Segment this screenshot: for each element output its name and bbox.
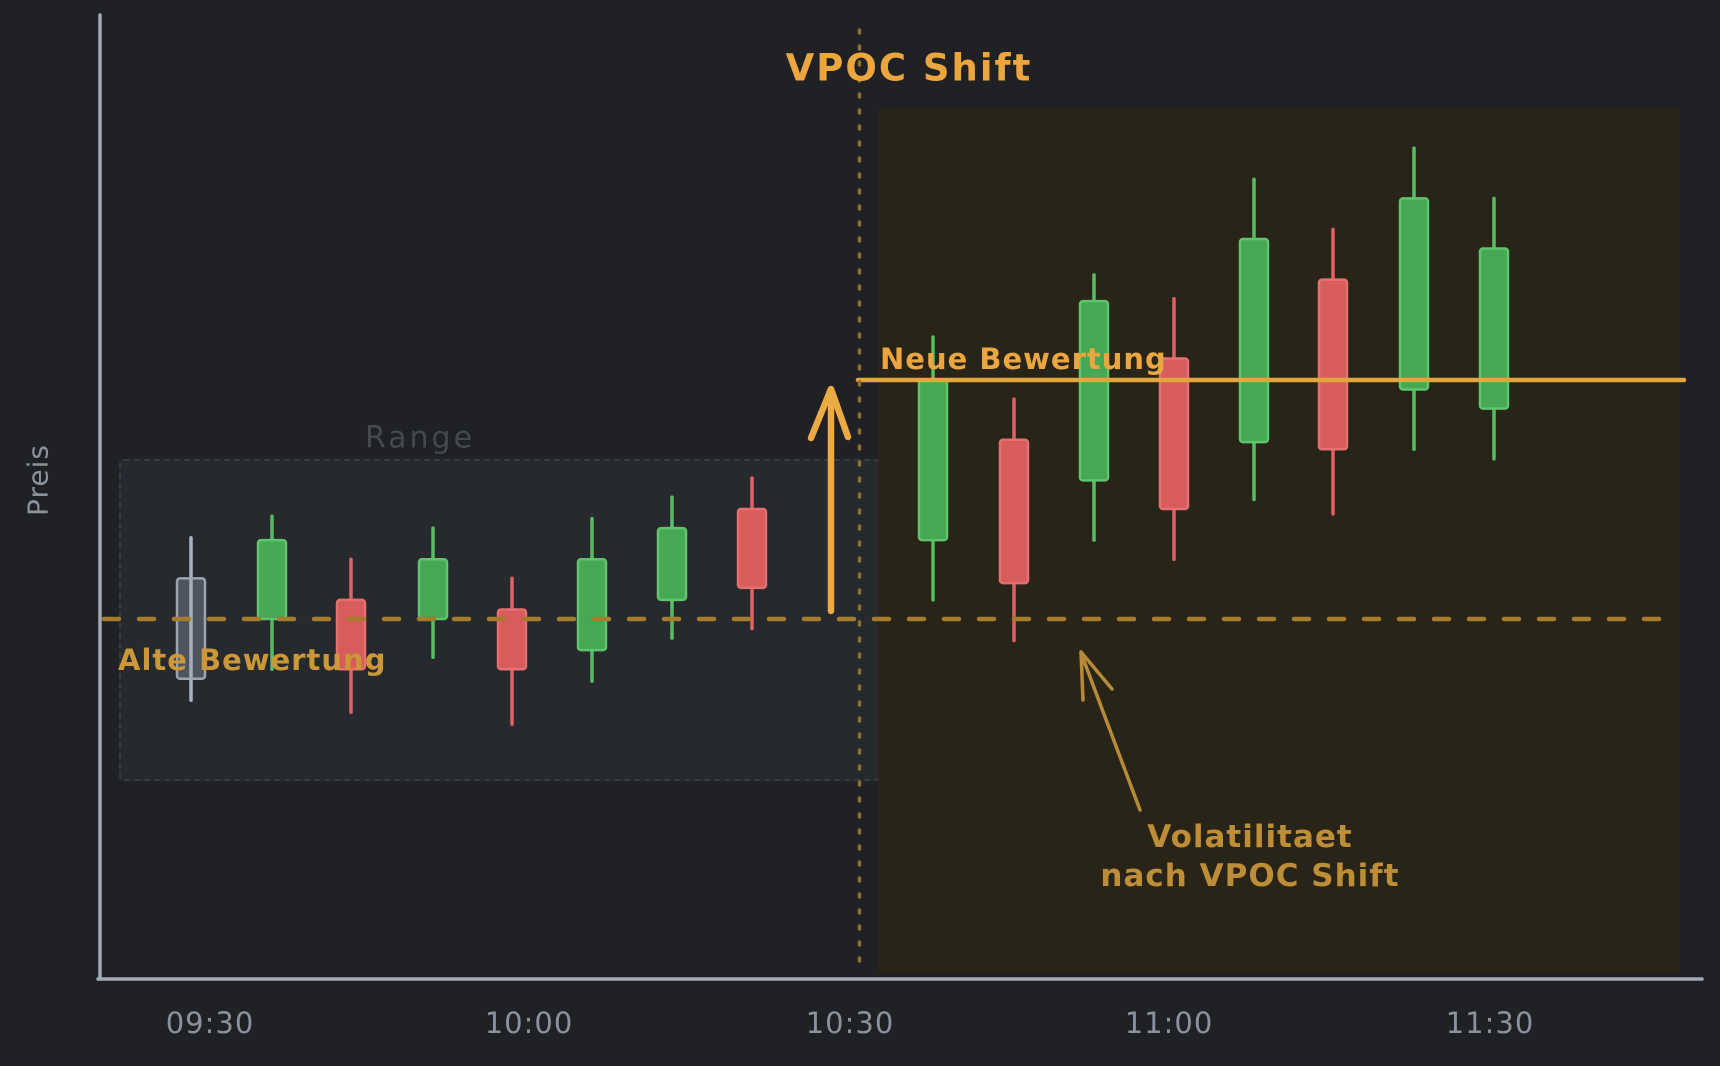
- volatility-annotation-line1: Volatilitaet: [1147, 819, 1353, 855]
- candle-body: [1078, 299, 1110, 482]
- volatility-annotation-line2: nach VPOC Shift: [1100, 858, 1400, 894]
- candle-body: [1158, 357, 1190, 511]
- chart-title: VPOC Shift: [785, 46, 1033, 90]
- candle-body: [256, 538, 288, 621]
- candle-body: [736, 507, 768, 590]
- volatility-annotation-label: Volatilitaet nach VPOC Shift: [1100, 818, 1399, 896]
- candle-body: [1317, 278, 1349, 451]
- candle-body: [417, 558, 449, 621]
- candlestick-series: [175, 146, 1510, 726]
- candle-body: [496, 608, 528, 671]
- candle-body: [1478, 247, 1510, 410]
- range-zone-label: Range: [364, 420, 476, 456]
- x-tick-1000: 10:00: [484, 1006, 574, 1040]
- x-tick-0930: 09:30: [165, 1006, 255, 1040]
- new-valuation-label: Neue Bewertung: [880, 342, 1167, 376]
- candle-body: [175, 577, 207, 680]
- x-tick-1100: 11:00: [1124, 1006, 1214, 1040]
- volatility-annotation-arrow-icon: [1079, 650, 1142, 812]
- x-tick-1030: 10:30: [805, 1006, 895, 1040]
- y-axis-label: Preis: [21, 444, 55, 516]
- candle-body: [917, 378, 949, 542]
- old-valuation-label: Alte Bewertung: [118, 643, 387, 677]
- candle-body: [998, 438, 1030, 585]
- candle-body: [1398, 197, 1430, 391]
- x-tick-1130: 11:30: [1445, 1006, 1535, 1040]
- candle-body: [656, 526, 688, 602]
- vpoc-shift-up-arrow-icon: [807, 385, 852, 615]
- candle-body: [1238, 237, 1270, 444]
- candle-body: [576, 558, 608, 652]
